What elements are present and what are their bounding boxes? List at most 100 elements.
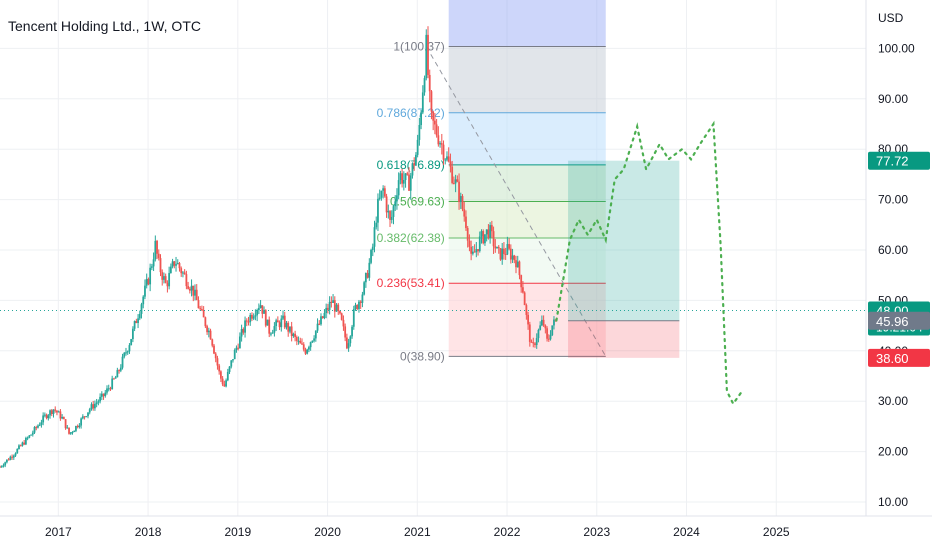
candle-body xyxy=(520,275,523,288)
candle-body xyxy=(465,216,467,229)
candle-body xyxy=(69,432,72,434)
candle-body xyxy=(280,318,283,328)
price-label-box xyxy=(868,311,930,330)
candle-body xyxy=(33,427,36,433)
candle-body xyxy=(446,156,448,160)
candle-body xyxy=(484,234,486,244)
candle-body xyxy=(68,427,70,434)
candle-body xyxy=(140,304,143,314)
candle-body xyxy=(553,319,555,326)
x-tick-label: 2020 xyxy=(314,525,341,539)
candle-body xyxy=(380,190,383,198)
candle-body xyxy=(339,310,341,314)
candle-body xyxy=(326,307,329,310)
candle-body xyxy=(109,388,112,390)
candle-body xyxy=(352,309,355,327)
candle-body xyxy=(97,401,100,403)
candle-body xyxy=(475,249,478,253)
candle-body xyxy=(50,410,53,415)
candle-body xyxy=(106,388,108,393)
candle-body xyxy=(525,305,528,315)
candle-body xyxy=(0,466,3,468)
candle-body xyxy=(126,351,129,353)
candle-body xyxy=(59,411,62,419)
x-tick-label: 2025 xyxy=(763,525,790,539)
candle-body xyxy=(83,416,86,418)
candle-body xyxy=(371,246,374,250)
profit-zone xyxy=(568,160,680,321)
candle-body xyxy=(232,359,234,361)
candle-body xyxy=(211,339,214,346)
fibonacci-retracement[interactable]: 1(100.37) 0.786(87.22) 0.618(76.89) 0.5(69.… xyxy=(377,0,607,363)
candle-body xyxy=(150,266,153,268)
candle-body xyxy=(515,260,517,268)
candle-body xyxy=(263,310,265,314)
candle-body xyxy=(394,201,397,207)
candle-body xyxy=(66,427,69,429)
fib-level-label: 0.786(87.22) xyxy=(377,106,445,120)
candle-body xyxy=(344,326,347,338)
candle-body xyxy=(452,182,455,184)
candle-body xyxy=(290,326,293,337)
candle-body xyxy=(458,181,460,203)
candle-body xyxy=(125,352,127,354)
candle-body xyxy=(137,318,139,324)
candle-body xyxy=(202,310,205,318)
candle-body xyxy=(6,459,8,463)
candle-body xyxy=(149,267,152,285)
projection-path xyxy=(555,120,744,406)
candle-body xyxy=(176,263,179,265)
candle-body xyxy=(35,427,38,429)
candle-body xyxy=(24,438,27,445)
candle-body xyxy=(52,409,55,415)
candle-body xyxy=(385,196,388,213)
candle-body xyxy=(259,305,262,308)
candle-body xyxy=(397,180,400,196)
candle-body xyxy=(252,316,255,319)
candle-body xyxy=(251,314,253,319)
long-position-tool[interactable] xyxy=(568,160,680,358)
candle-body xyxy=(427,34,429,75)
candle-body xyxy=(399,173,402,181)
candle-body xyxy=(213,345,215,354)
candle-body xyxy=(0,466,1,468)
candle-body xyxy=(121,356,124,368)
candle-body xyxy=(238,336,241,349)
candle-body xyxy=(313,338,315,341)
candle-body xyxy=(240,329,243,337)
candle-body xyxy=(19,445,22,447)
candle-body xyxy=(492,231,495,247)
candle-body xyxy=(135,321,138,324)
candle-body xyxy=(56,410,58,413)
candle-body xyxy=(233,349,236,360)
price-projection xyxy=(555,120,744,406)
candle-body xyxy=(249,314,252,323)
candle-body xyxy=(166,282,169,287)
candle-body xyxy=(415,154,417,166)
candle-body xyxy=(220,371,222,379)
candle-body xyxy=(377,198,379,223)
y-tick-label: 70.00 xyxy=(878,193,908,207)
y-tick-label: 10.00 xyxy=(878,495,908,509)
candle-body xyxy=(45,414,48,419)
candle-body xyxy=(199,308,202,310)
candle-body xyxy=(95,402,98,404)
candle-body xyxy=(478,236,481,252)
candle-body xyxy=(409,175,412,191)
candle-body xyxy=(432,111,435,121)
candle-body xyxy=(504,253,507,255)
candle-body xyxy=(356,304,359,309)
candle-body xyxy=(173,261,176,266)
candle-body xyxy=(264,310,267,326)
candle-body xyxy=(26,437,29,439)
candle-body xyxy=(182,272,184,274)
candle-body xyxy=(12,455,15,458)
candle-body xyxy=(278,322,281,328)
candle-body xyxy=(230,360,233,367)
candle-body xyxy=(416,139,419,155)
candle-body xyxy=(2,465,5,467)
candle-body xyxy=(71,432,74,434)
candle-body xyxy=(257,307,260,311)
